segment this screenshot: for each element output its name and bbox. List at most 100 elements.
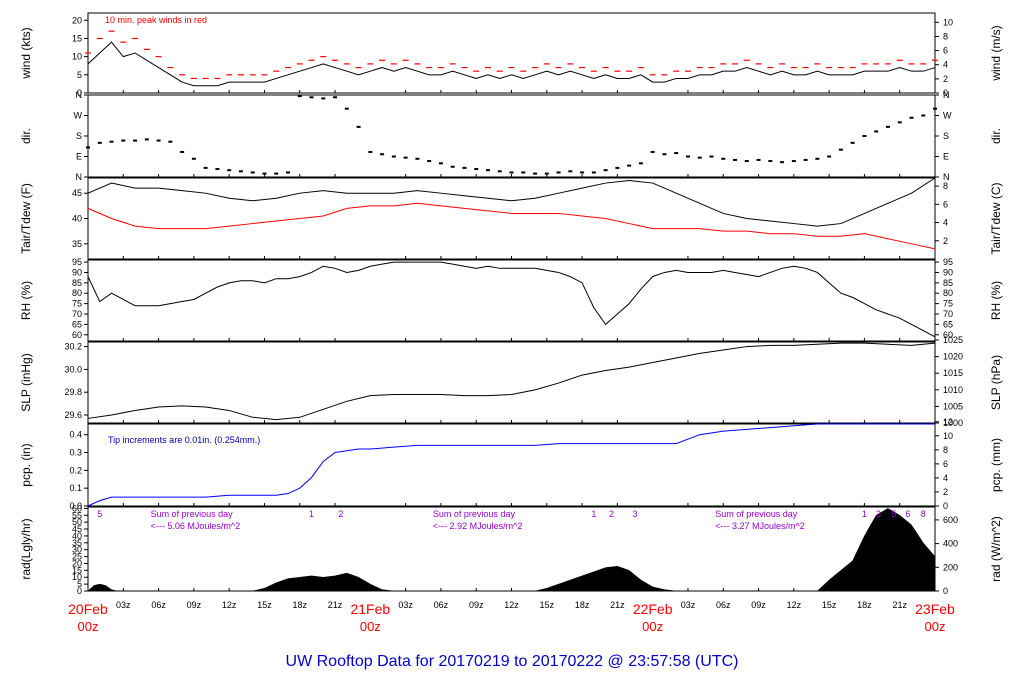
x-tick-label: 18z	[292, 600, 307, 610]
dir-point	[709, 155, 714, 158]
panel-pcp: 0.0 0.1 0.2 0.3 0.4 0 2 4 6 8 10 12 pcp. (in) pcp. (m…	[19, 417, 1003, 511]
y-tick-label: S	[76, 131, 82, 141]
dir-point	[756, 158, 761, 161]
y-tick-label-right: 1000	[943, 418, 963, 428]
dir-point	[780, 161, 785, 164]
dir-point	[591, 171, 596, 174]
dir-point	[297, 95, 302, 98]
y-tick-label-right: 8	[943, 31, 948, 41]
x-tick-label: 09z	[469, 600, 484, 610]
dir-point	[603, 169, 608, 172]
y-tick-label: N	[76, 90, 83, 100]
y-tick-label: 60	[72, 503, 82, 513]
y-tick-label-right: 10	[943, 431, 953, 441]
dir-point	[238, 170, 243, 173]
panel-wind: 0 5 10 15 20 0 2 4 6 8 10 wind (kts) wind (m/s) 10 mi…	[19, 12, 1003, 98]
y-tick-label: 40	[72, 214, 82, 224]
x-tick-label: 03z	[116, 600, 131, 610]
dir-point	[674, 152, 679, 155]
y-tick-label-right: 75	[943, 299, 953, 309]
rad-hour-label: 8	[921, 509, 926, 519]
rad-hour-label: 5	[97, 509, 102, 519]
dir-point	[556, 171, 561, 174]
y-tick-label: 0	[77, 586, 82, 596]
y-tick-label: 0	[77, 88, 82, 98]
y-tick-label-right: 85	[943, 278, 953, 288]
y-axis-label: Tair/Tdew (F)	[19, 183, 33, 254]
dir-point	[321, 97, 326, 100]
dir-point	[97, 141, 102, 144]
dir-point	[827, 155, 832, 158]
x-tick-label: 06z	[716, 600, 731, 610]
dir-point	[227, 169, 232, 172]
dir-point	[744, 160, 749, 163]
y-tick-label-right: 8	[943, 181, 948, 191]
dir-point	[285, 171, 290, 174]
y-tick-label-right: W	[943, 111, 952, 121]
y-tick-label-right: 0	[943, 88, 948, 98]
y-axis-label: RH (%)	[19, 281, 33, 320]
dir-point	[309, 96, 314, 99]
y-tick-label: 10	[72, 52, 82, 62]
y-tick-label: 60	[72, 330, 82, 340]
y-axis-label-right: SLP (hPa)	[989, 355, 1003, 410]
dir-point	[156, 139, 161, 142]
y-tick-label: 20	[72, 15, 82, 25]
y-tick-label: 20	[72, 558, 82, 568]
y-tick-label: 30.0	[64, 364, 82, 374]
y-tick-label: E	[76, 152, 82, 162]
x-tick-label: 12z	[787, 600, 802, 610]
y-tick-label-right: 2	[943, 74, 948, 84]
date-label: 20Feb	[68, 601, 108, 617]
dir-point	[850, 141, 855, 144]
dir-point	[497, 170, 502, 173]
rad-hour-label: 3	[633, 509, 638, 519]
dir-point	[721, 157, 726, 160]
y-tick-label-right: 0	[943, 586, 948, 596]
dir-point	[391, 155, 396, 158]
y-tick-label-right: 4	[943, 60, 948, 70]
x-tick-label: 06z	[151, 600, 166, 610]
dir-point	[650, 150, 655, 153]
y-tick-label: 30.2	[64, 342, 82, 352]
dir-point	[544, 172, 549, 175]
rad-area	[87, 508, 936, 592]
y-tick-label-right: 6	[943, 459, 948, 469]
y-axis-label-right: pcp. (mm)	[989, 438, 1003, 492]
y-tick-label-right: 60	[943, 330, 953, 340]
y-tick-label-right: 70	[943, 309, 953, 319]
dir-point	[885, 125, 890, 128]
y-tick-label: 35	[72, 538, 82, 548]
y-axis-label-right: Tair/Tdew (C)	[989, 182, 1003, 254]
rad-annotation: <--- 3.27 MJoules/m^2	[715, 521, 805, 531]
y-tick-label: 40	[72, 531, 82, 541]
y-tick-label-right: 6	[943, 46, 948, 56]
dir-point	[733, 158, 738, 161]
rad-hour-label: 1	[591, 509, 596, 519]
y-tick-label: 10	[72, 572, 82, 582]
y-tick-label-right: 80	[943, 288, 953, 298]
x-tick-label: 03z	[398, 600, 413, 610]
y-tick-label: 25	[72, 552, 82, 562]
rad-hour-label: 5	[891, 509, 896, 519]
x-tick-label: 09z	[751, 600, 766, 610]
y-tick-label: 0.2	[69, 465, 82, 475]
rad-hour-label: 2	[609, 509, 614, 519]
rad-hour-label: 1	[862, 509, 867, 519]
y-tick-label: 50	[72, 517, 82, 527]
y-tick-label-right: 65	[943, 319, 953, 329]
date-label: 21Feb	[350, 601, 390, 617]
panel-frame	[87, 259, 936, 342]
panel-frame	[87, 94, 936, 178]
dir-point	[921, 114, 926, 117]
x-tick-label: 15z	[822, 600, 837, 610]
y-tick-label: W	[74, 111, 83, 121]
y-tick-label-right: 95	[943, 257, 953, 267]
dir-point	[133, 139, 138, 142]
y-axis-label: SLP (inHg)	[19, 353, 33, 411]
y-tick-label: 70	[72, 309, 82, 319]
y-tick-label: 45	[72, 188, 82, 198]
rad-annotation: <--- 5.06 MJoules/m^2	[151, 521, 241, 531]
y-tick-label: 85	[72, 278, 82, 288]
